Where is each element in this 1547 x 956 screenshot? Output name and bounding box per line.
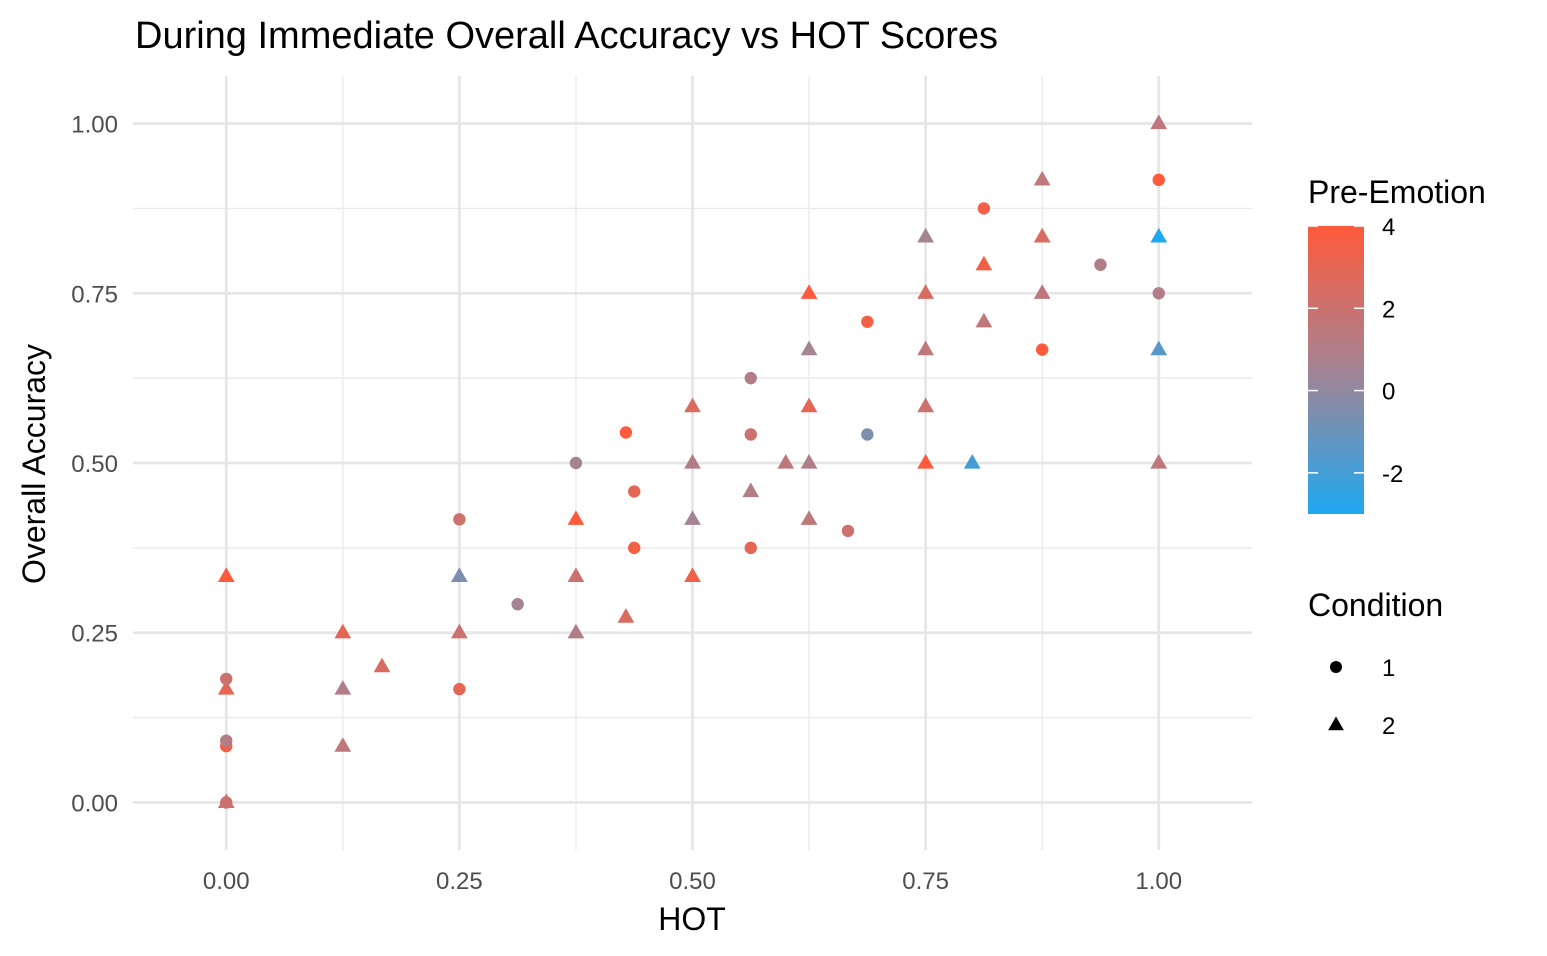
point-condition-2 (334, 623, 352, 639)
point-condition-2 (917, 454, 934, 469)
point-condition-2 (1033, 284, 1051, 299)
point-condition-2 (742, 482, 760, 498)
point-condition-2 (217, 567, 235, 582)
point-condition-2 (567, 510, 585, 525)
y-tick-label: 0.50 (71, 451, 118, 478)
point-condition-1 (453, 513, 466, 526)
color-bar-label: 2 (1382, 296, 1395, 323)
point-condition-1 (744, 371, 757, 385)
shape-legend-label: 1 (1382, 655, 1395, 682)
shape-legend-label: 2 (1382, 713, 1395, 740)
point-condition-2 (963, 454, 981, 469)
point-condition-2 (1150, 454, 1168, 469)
point-condition-2 (1150, 114, 1168, 130)
point-condition-1 (861, 315, 874, 328)
point-condition-2 (684, 510, 701, 525)
point-condition-1 (1152, 173, 1165, 187)
point-condition-2 (373, 657, 391, 673)
point-condition-2 (975, 255, 993, 271)
point-condition-2 (684, 454, 701, 469)
shape-legend: Condition 1 2 (1308, 587, 1443, 740)
point-condition-1 (1094, 258, 1107, 271)
point-condition-2 (217, 680, 235, 695)
y-tick-label: 0.25 (71, 621, 118, 648)
y-tick-label: 0.00 (71, 790, 118, 817)
color-legend-title: Pre-Emotion (1308, 174, 1486, 210)
point-condition-2 (684, 397, 701, 413)
point-condition-2 (451, 623, 468, 639)
point-condition-1 (861, 428, 874, 441)
point-condition-2 (451, 567, 468, 582)
point-condition-2 (334, 737, 352, 752)
point-condition-2 (1150, 340, 1168, 356)
color-bar-label: 4 (1382, 214, 1395, 241)
point-condition-1 (511, 598, 524, 611)
color-bar (1308, 226, 1364, 514)
point-condition-1 (220, 672, 233, 686)
point-condition-1 (1035, 343, 1049, 356)
point-condition-2 (1033, 227, 1051, 243)
legend-circle-icon (1330, 661, 1342, 673)
point-condition-1 (569, 456, 583, 470)
point-condition-2 (917, 397, 934, 413)
x-tick-label: 0.50 (669, 868, 716, 895)
point-condition-2 (567, 623, 585, 639)
point-condition-2 (800, 397, 818, 413)
point-condition-2 (1150, 227, 1168, 243)
y-axis-ticks: 0.00 0.25 0.50 0.75 1.00 (71, 112, 118, 818)
point-condition-2 (975, 312, 993, 328)
x-tick-label: 1.00 (1135, 868, 1182, 895)
y-tick-label: 0.75 (71, 281, 118, 308)
point-condition-2 (334, 680, 352, 695)
y-tick-label: 1.00 (71, 112, 118, 139)
point-condition-1 (453, 682, 466, 696)
shape-legend-title: Condition (1308, 587, 1443, 623)
point-condition-1 (841, 524, 855, 538)
point-condition-2 (800, 510, 818, 525)
point-condition-2 (917, 227, 934, 243)
point-condition-1 (744, 428, 757, 441)
point-condition-2 (217, 793, 235, 809)
x-axis-ticks: 0.00 0.25 0.50 0.75 1.00 (203, 868, 1182, 895)
point-condition-2 (800, 284, 818, 299)
x-tick-label: 0.00 (203, 868, 250, 895)
point-condition-2 (917, 340, 934, 356)
point-condition-2 (777, 454, 795, 469)
data-points (217, 114, 1168, 809)
point-condition-1 (628, 541, 641, 555)
point-condition-1 (220, 734, 233, 747)
color-bar-label: 0 (1382, 379, 1395, 406)
point-condition-2 (617, 608, 635, 623)
color-legend: Pre-Emotion 4 2 0 -2 (1308, 174, 1486, 514)
legend-triangle-icon (1328, 716, 1344, 731)
point-condition-2 (684, 567, 701, 582)
point-condition-2 (800, 454, 818, 469)
chart-title: During Immediate Overall Accuracy vs HOT… (135, 15, 998, 57)
point-condition-2 (1033, 170, 1051, 186)
point-condition-1 (977, 202, 991, 215)
point-condition-2 (567, 567, 585, 582)
point-condition-1 (619, 426, 633, 439)
x-axis-label: HOT (658, 901, 726, 937)
x-tick-label: 0.25 (436, 868, 483, 895)
color-bar-ticks: 4 2 0 -2 (1308, 214, 1403, 488)
x-tick-label: 0.75 (902, 868, 949, 895)
point-condition-2 (917, 284, 934, 299)
y-axis-label: Overall Accuracy (16, 344, 52, 584)
point-condition-1 (628, 485, 641, 498)
point-condition-2 (800, 340, 818, 356)
color-bar-label: -2 (1382, 461, 1403, 488)
point-condition-1 (744, 541, 757, 555)
point-condition-1 (1152, 287, 1165, 300)
